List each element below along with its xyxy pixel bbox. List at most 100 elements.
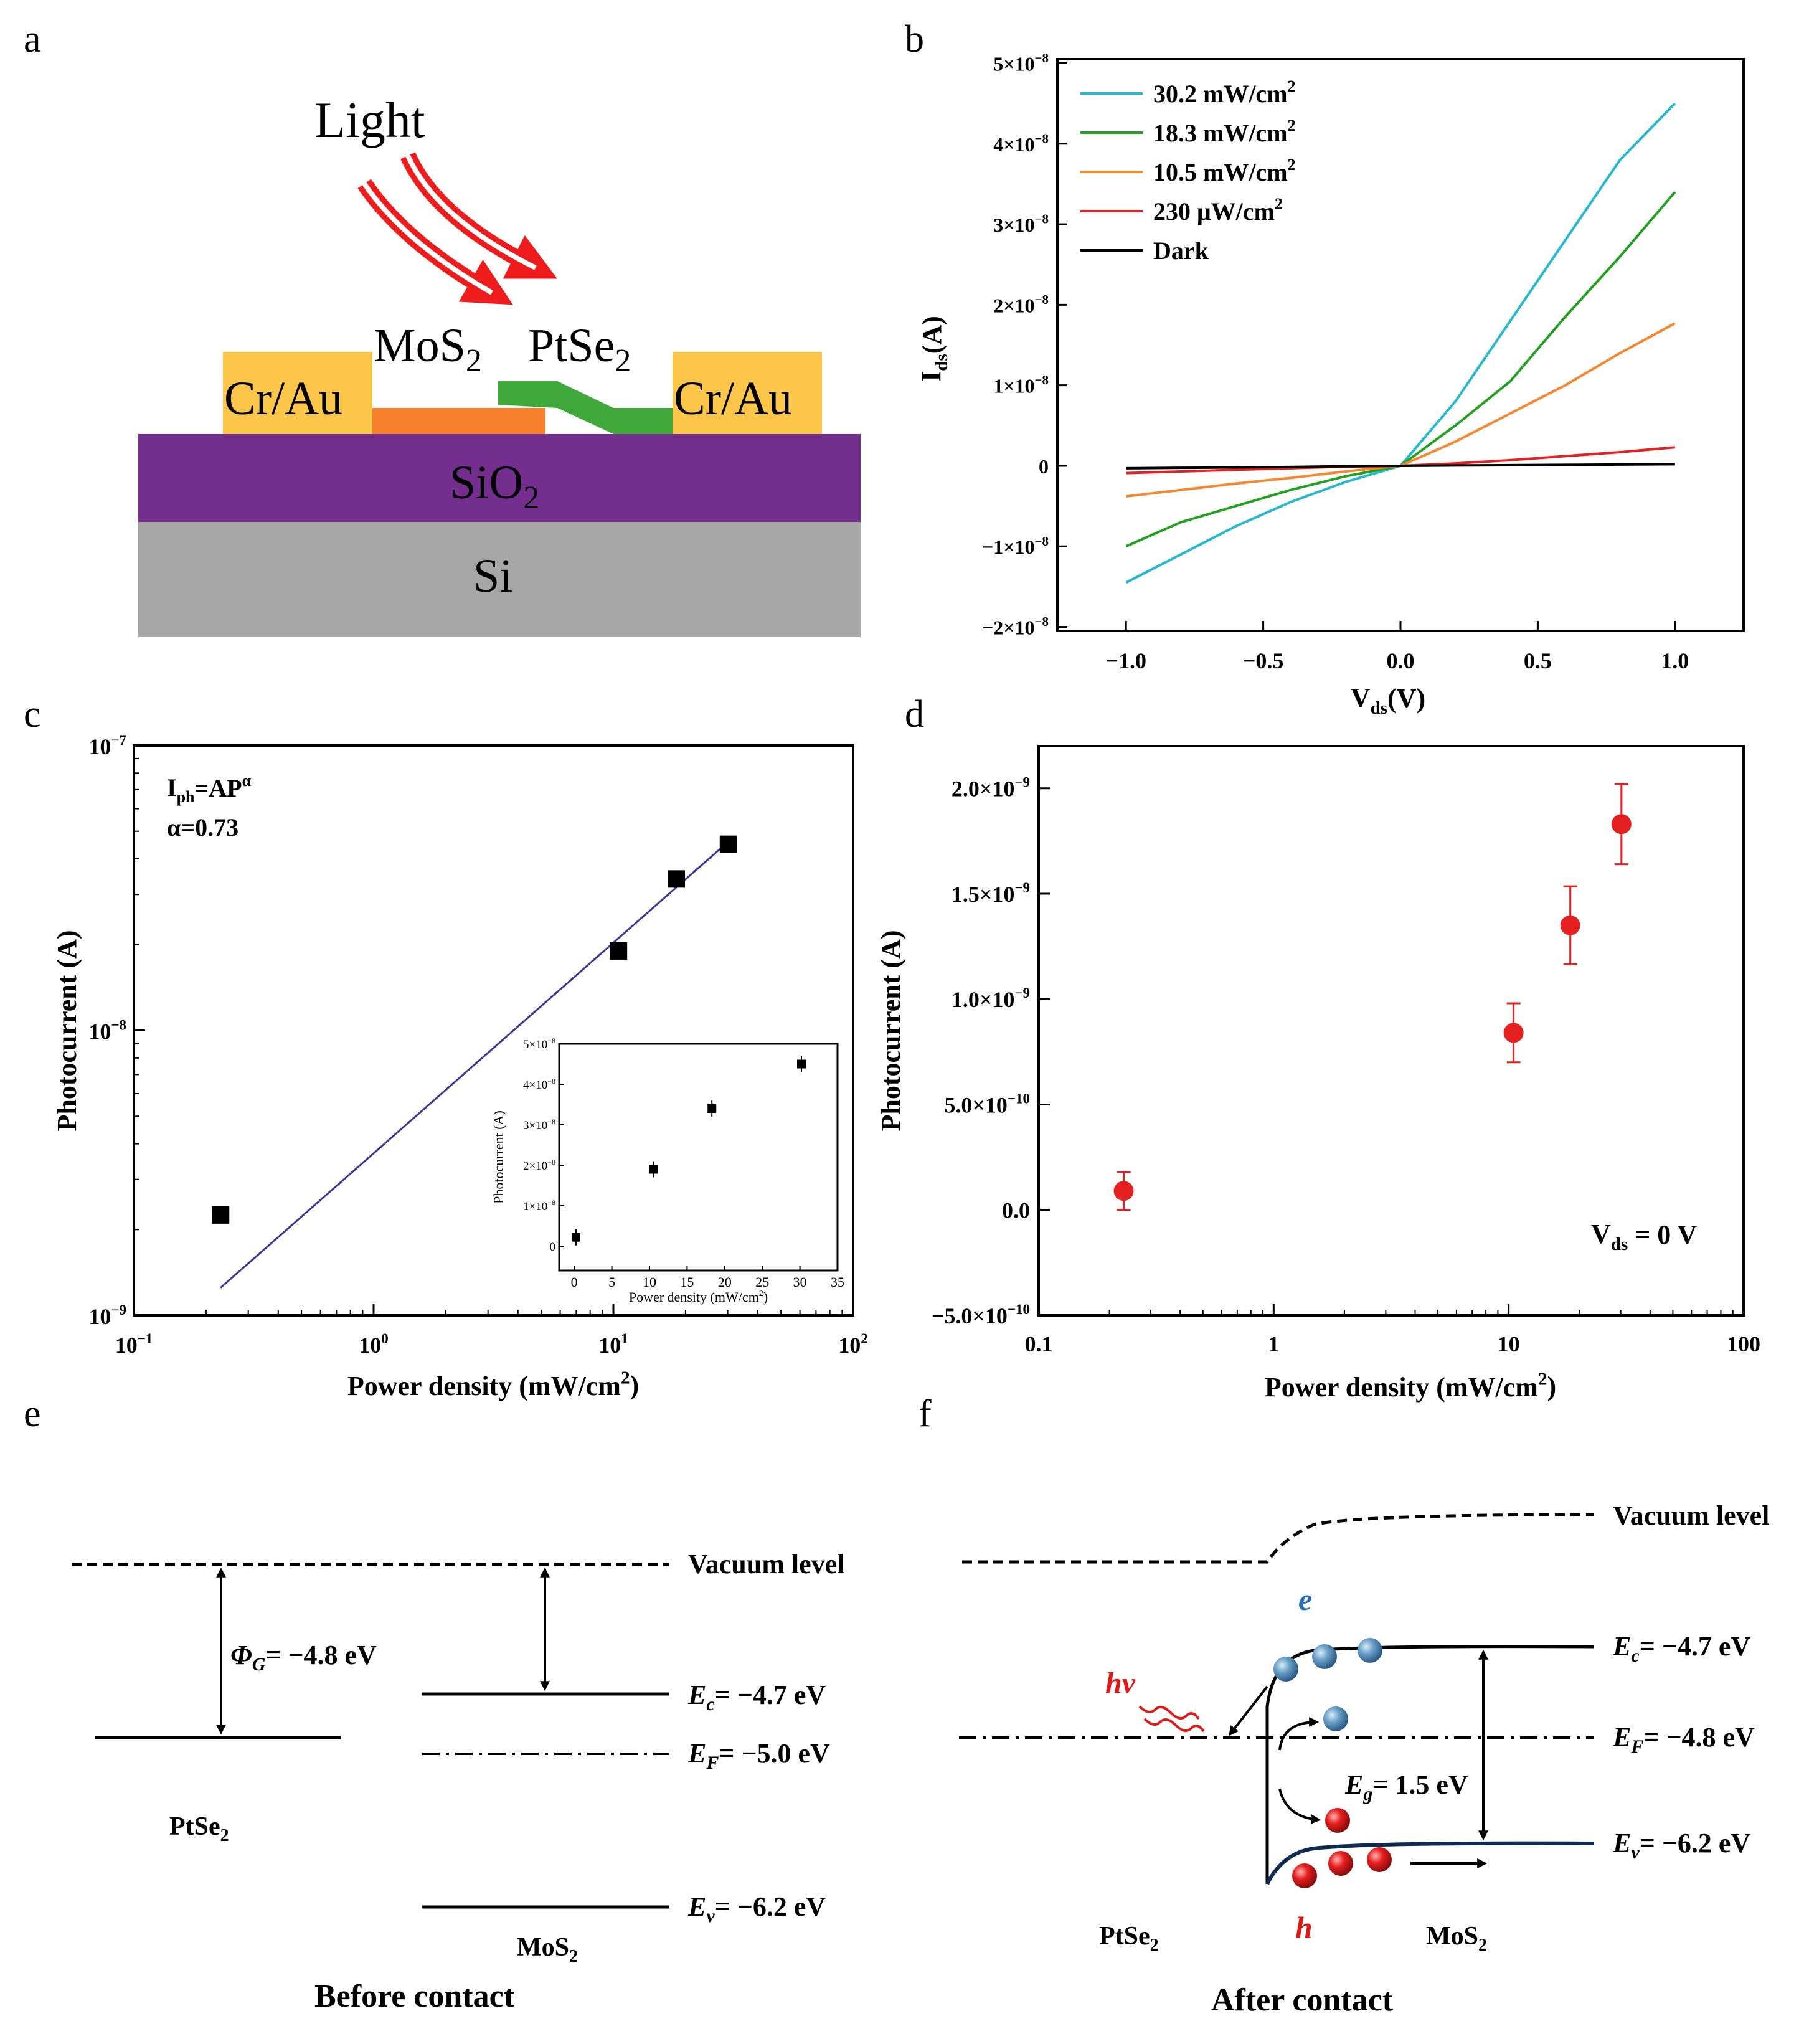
x-tick-label-b: 0.5	[1524, 648, 1552, 673]
ptse2-label-e: PtSe2	[169, 1812, 229, 1845]
legend-label-b: 10.5 mW/cm2	[1153, 156, 1296, 186]
data-point-c	[212, 1206, 230, 1224]
electron-excite-arrow	[1278, 1717, 1320, 1751]
y-tick-label-b: 2×10−8	[993, 292, 1049, 316]
x-tick-label-d: 1	[1268, 1332, 1279, 1356]
electron-4	[1323, 1706, 1348, 1731]
y-tick-label-b: 1×10−8	[993, 372, 1049, 397]
hv-label: hv	[1105, 1667, 1136, 1700]
electron-1	[1273, 1657, 1298, 1682]
data-point-d	[1611, 814, 1632, 835]
x-axis-label-b: Vds(V)	[1351, 683, 1425, 718]
x-tick-label-c: 100	[359, 1331, 389, 1358]
data-point-d	[1113, 1181, 1134, 1201]
ev-label-e: Ev= −6.2 eV	[687, 1891, 826, 1926]
caption-e: Before contact	[314, 1979, 515, 2014]
substrate-layer	[138, 522, 861, 637]
ptse2-flake	[498, 381, 673, 434]
inset-x-tick-label: 35	[831, 1274, 844, 1290]
data-point-c	[668, 870, 686, 888]
alpha-label-c: α=0.73	[167, 813, 238, 841]
y-axis-label-d: Photocurrent (A)	[876, 930, 906, 1132]
panel-letter-b: b	[905, 18, 924, 60]
data-point-d	[1560, 915, 1580, 935]
x-tick-label-b: −1.0	[1105, 648, 1146, 673]
x-axis-label-d: Power density (mW/cm2)	[1265, 1370, 1556, 1403]
y-tick-label-c: 10−9	[88, 1302, 126, 1329]
series-line-b	[1126, 463, 1675, 470]
inset-x-tick-label: 5	[608, 1274, 615, 1290]
vacuum-label-e: Vacuum level	[688, 1549, 844, 1579]
inset-y-tick-label: 1×10−8	[523, 1198, 555, 1213]
caption-f: After contact	[1211, 1982, 1394, 2018]
legend-label-b: Dark	[1153, 237, 1209, 265]
electrode-right	[673, 352, 822, 434]
y-tick-label-c: 10−8	[88, 1017, 126, 1044]
formula-label-c: Iph=APα	[167, 772, 252, 806]
series-line-b	[1125, 322, 1676, 498]
hole-label: h	[1295, 1910, 1313, 1945]
inset-x-tick-label: 25	[755, 1274, 769, 1290]
mos2-label: MoS2	[374, 319, 482, 379]
x-tick-label-d: 100	[1727, 1332, 1760, 1356]
plot-frame-c	[133, 744, 854, 1317]
substrate-label: Si	[473, 550, 512, 602]
y-tick-label-d: 1.0×10−9	[952, 985, 1030, 1012]
electrode-right-label: Cr/Au	[674, 372, 792, 425]
y-tick-label-d: 5.0×10−10	[944, 1091, 1030, 1117]
electrode-left-label: Cr/Au	[224, 372, 342, 425]
hole-drift-arrow	[1278, 1788, 1321, 1825]
inset-x-tick-label: 15	[680, 1274, 694, 1290]
hole-3	[1328, 1851, 1353, 1876]
mos2-label-f: MoS2	[1426, 1922, 1487, 1955]
inset-data-point	[649, 1165, 658, 1174]
electron-label: e	[1298, 1582, 1312, 1617]
vacuum-line-f	[962, 1513, 1595, 1564]
series-line-b	[1126, 446, 1675, 475]
eg-label: Eg= 1.5 eV	[1344, 1769, 1468, 1804]
x-tick-label-c: 10−1	[115, 1331, 153, 1358]
ef-label-e: EF= −5.0 eV	[687, 1738, 830, 1773]
ec-label-f: Ec= −4.7 eV	[1612, 1631, 1750, 1666]
photon-wave-1	[1138, 1705, 1200, 1720]
x-tick-label-c: 102	[838, 1331, 868, 1358]
y-tick-label-d: 1.5×10−9	[952, 880, 1030, 907]
ef-label-f: EF= −4.8 eV	[1612, 1722, 1755, 1757]
hole-4	[1367, 1847, 1392, 1872]
y-tick-label-b: −1×10−8	[982, 534, 1049, 558]
y-axis-label-c: Photocurrent (A)	[52, 930, 82, 1132]
series-line-b	[1125, 102, 1676, 584]
ev-label-f: Ev= −6.2 eV	[1612, 1828, 1750, 1863]
inset-y-tick-label: 3×10−8	[523, 1117, 555, 1132]
oxide-layer	[138, 434, 861, 522]
electron-3	[1358, 1638, 1382, 1663]
hole-1	[1325, 1808, 1350, 1833]
y-tick-label-b: 5×10−8	[993, 50, 1049, 75]
panel-letter-d: d	[905, 693, 924, 736]
panel-letter-f: f	[919, 1393, 932, 1435]
inset-data-point	[571, 1233, 580, 1242]
x-tick-label-d: 10	[1498, 1332, 1520, 1356]
inset-frame-c	[558, 1043, 839, 1272]
phi-label: ΦG= −4.8 eV	[230, 1640, 377, 1675]
electron-transfer-arrow	[1229, 1685, 1268, 1736]
valence-band-f	[1265, 1841, 1595, 1885]
y-tick-label-d: 0.0	[1002, 1198, 1030, 1223]
inset-x-tick-label: 30	[793, 1274, 807, 1290]
plot-frame-b	[1056, 58, 1745, 632]
y-tick-label-b: 4×10−8	[993, 131, 1049, 155]
panel-letter-e: e	[24, 1393, 41, 1435]
vacuum-label-f: Vacuum level	[1613, 1500, 1769, 1531]
light-arrow-2	[400, 152, 557, 279]
legend-label-b: 30.2 mW/cm2	[1153, 77, 1296, 108]
x-tick-label-b: 0.0	[1387, 648, 1415, 673]
light-label: Light	[314, 92, 425, 148]
electron-2	[1312, 1644, 1337, 1669]
inset-y-tick-label: 4×10−8	[523, 1077, 555, 1092]
x-tick-label-b: −0.5	[1243, 648, 1284, 673]
